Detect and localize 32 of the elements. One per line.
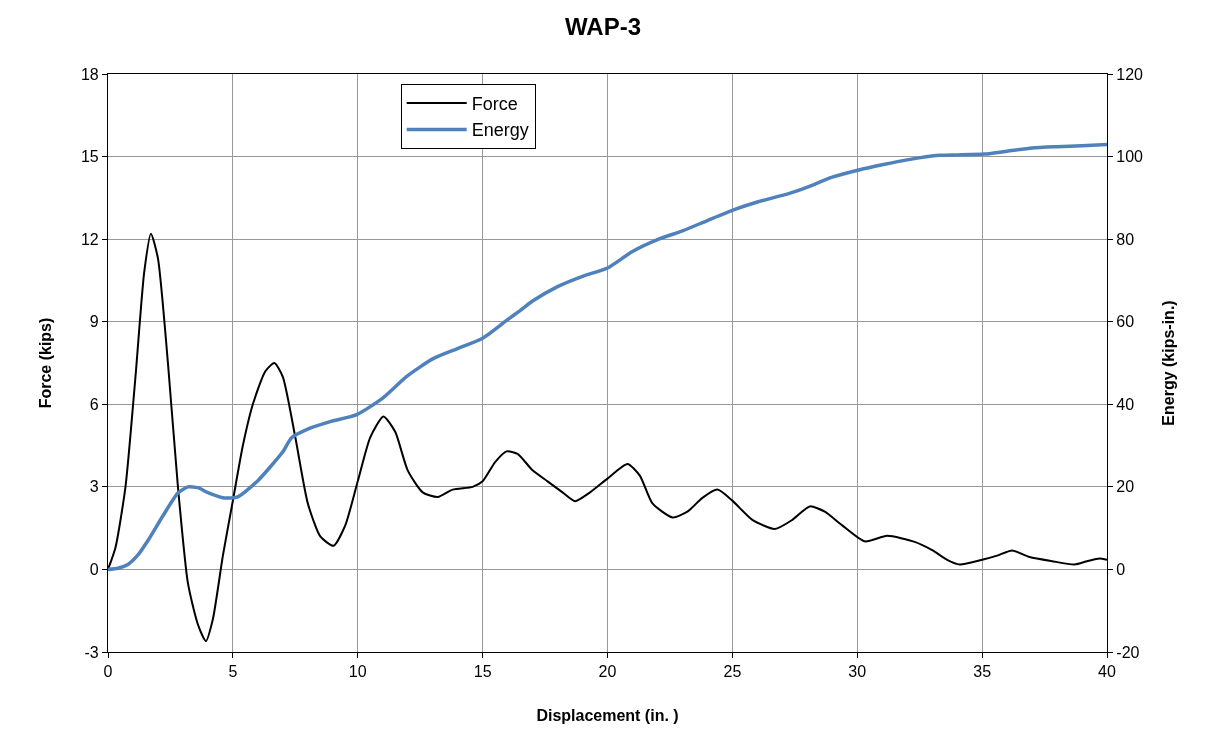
y-tick-label: 0: [89, 561, 99, 579]
y2-tick-label: -20: [1116, 643, 1140, 661]
x-tick-label: 5: [228, 663, 238, 681]
y2-tick-label: 40: [1116, 395, 1135, 413]
legend-label: Force: [471, 94, 518, 115]
line-series: [108, 142, 1107, 572]
y2-tick-label: 20: [1116, 478, 1135, 496]
y-tick-label: 6: [89, 395, 99, 413]
y2-tick-label: 60: [1116, 313, 1135, 331]
x-tick-label: 20: [598, 663, 617, 681]
y2-axis-title: Energy (kips-in.): [1159, 300, 1177, 426]
y2-tick-label: 100: [1116, 148, 1144, 166]
x-tick-label: 30: [848, 663, 867, 681]
y-axis-title: Force (kips): [36, 317, 54, 409]
x-axis-title: Displacement (in. ): [536, 707, 679, 724]
x-tick-label: 35: [973, 663, 992, 681]
y2-tick-label: 0: [1116, 561, 1126, 579]
x-tick-label: 0: [103, 663, 113, 681]
y2-tick-label: 80: [1116, 230, 1135, 248]
x-tick-label: 40: [1098, 663, 1116, 681]
y2-tick-label: 120: [1116, 65, 1144, 83]
chart-title: WAP-3: [564, 13, 642, 41]
y-tick-label: -3: [84, 643, 99, 661]
y-tick-label: 9: [89, 313, 99, 331]
x-tick-label: 25: [723, 663, 742, 681]
y-tick-label: 3: [89, 478, 99, 496]
y-tick-label: 15: [80, 148, 99, 166]
x-tick-label: 10: [348, 663, 367, 681]
y-tick-label: 12: [80, 230, 99, 248]
x-tick-label: 15: [473, 663, 492, 681]
legend-label: Energy: [471, 120, 529, 141]
y-tick-label: 18: [80, 65, 99, 83]
